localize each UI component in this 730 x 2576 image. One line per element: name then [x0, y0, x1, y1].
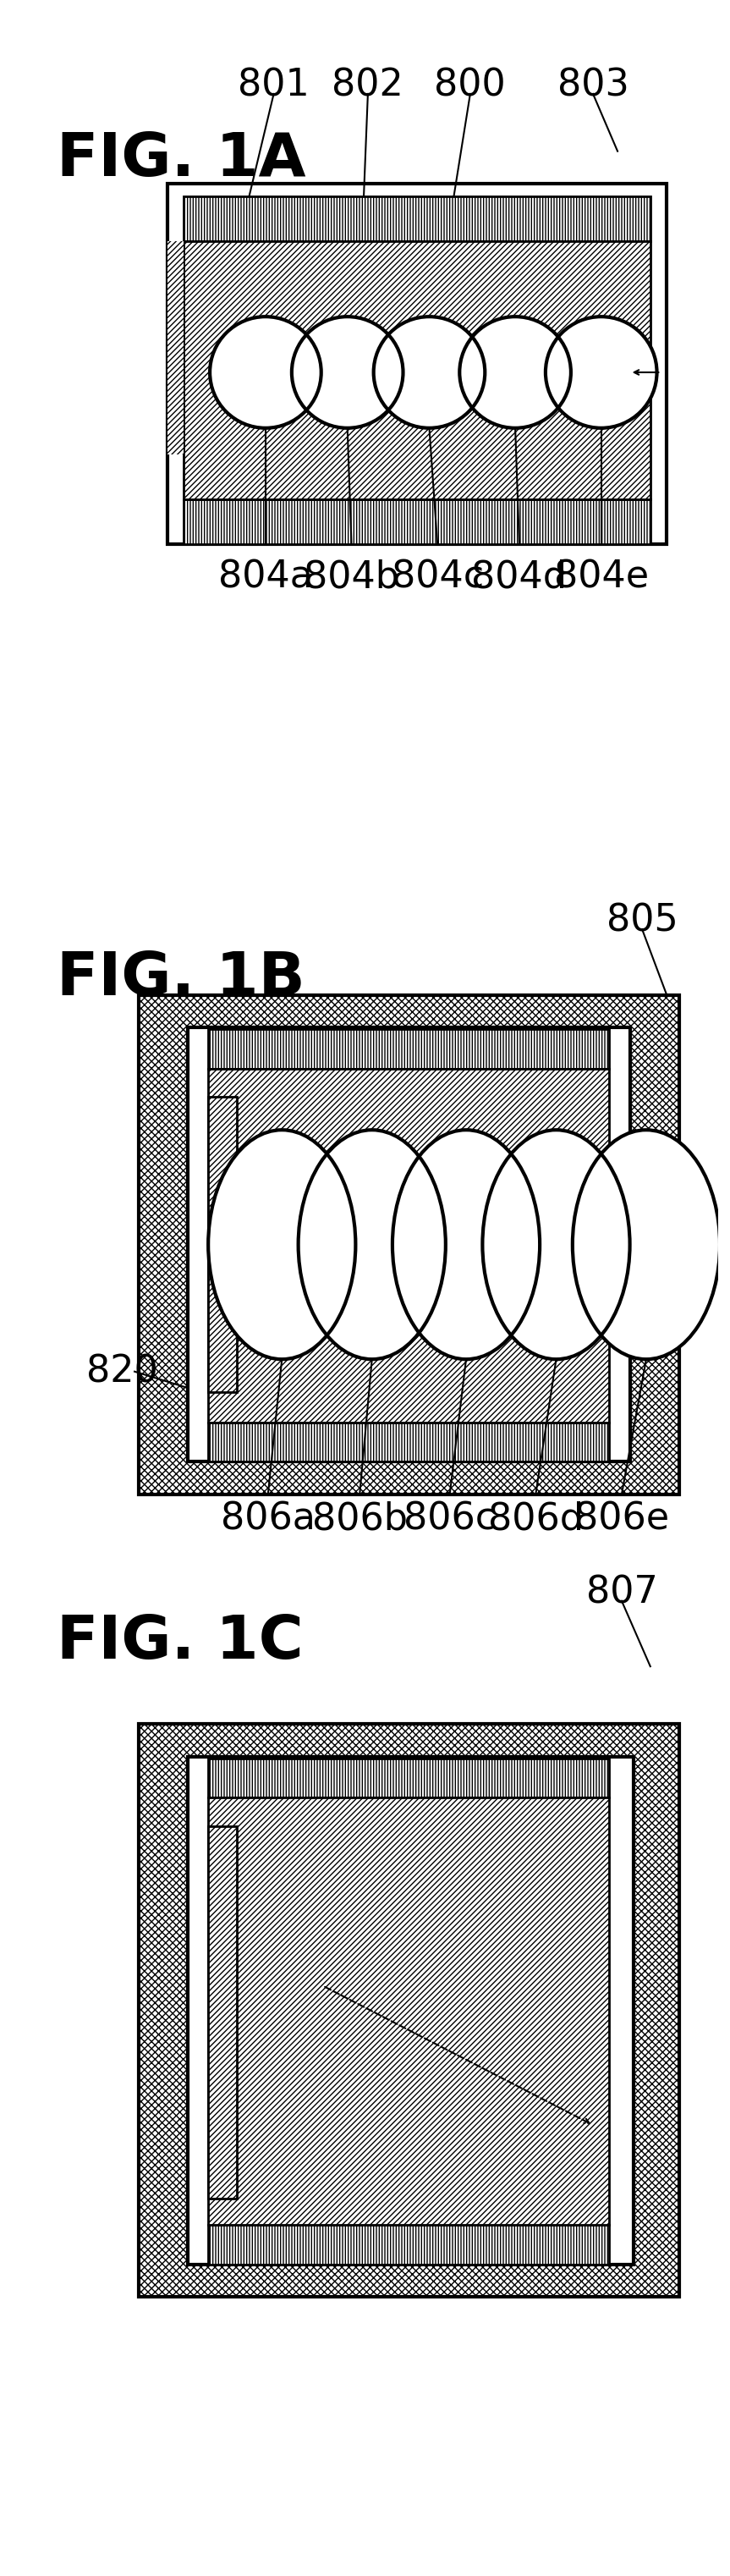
Bar	[208, 1422, 610, 1461]
Bar	[167, 183, 666, 544]
Text: 804a: 804a	[218, 559, 313, 595]
Text: 804b: 804b	[304, 559, 399, 595]
Text: 800: 800	[434, 67, 506, 103]
Text: FIG. 1C: FIG. 1C	[57, 1613, 304, 1672]
Bar	[184, 500, 650, 544]
Text: 806d: 806d	[488, 1502, 583, 1538]
Text: FIG. 1A: FIG. 1A	[57, 131, 306, 188]
Text: 803: 803	[557, 67, 629, 103]
Bar	[188, 1757, 634, 2264]
Bar	[208, 1798, 610, 2226]
Text: 804c: 804c	[391, 559, 484, 595]
Bar	[208, 1069, 610, 1422]
Text: 805: 805	[607, 902, 678, 940]
Bar	[139, 1723, 679, 2298]
Text: 806e: 806e	[575, 1502, 669, 1538]
Ellipse shape	[208, 1131, 356, 1360]
Bar	[139, 994, 679, 1494]
Text: 807: 807	[585, 1574, 658, 1610]
Ellipse shape	[393, 1131, 539, 1360]
Bar	[188, 1028, 630, 1461]
Bar	[184, 196, 650, 242]
Text: 820: 820	[86, 1352, 158, 1388]
Bar	[208, 1097, 237, 1391]
Circle shape	[210, 317, 321, 428]
Text: 806a: 806a	[220, 1502, 315, 1538]
Text: 806c: 806c	[404, 1502, 496, 1538]
Bar	[208, 2226, 610, 2264]
Text: 802: 802	[332, 67, 404, 103]
Ellipse shape	[572, 1131, 720, 1360]
Bar	[184, 242, 650, 500]
Text: 806b: 806b	[312, 1502, 407, 1538]
Text: 804e: 804e	[554, 559, 649, 595]
Bar	[208, 1757, 610, 1798]
Ellipse shape	[483, 1131, 630, 1360]
Text: 801: 801	[238, 67, 310, 103]
Circle shape	[374, 317, 485, 428]
Circle shape	[292, 317, 403, 428]
Bar	[167, 242, 184, 453]
Circle shape	[545, 317, 657, 428]
Bar	[167, 242, 184, 453]
Bar	[208, 1030, 610, 1069]
Ellipse shape	[299, 1131, 445, 1360]
Text: FIG. 1B: FIG. 1B	[57, 948, 305, 1007]
Circle shape	[460, 317, 571, 428]
Bar	[208, 1826, 237, 2200]
Text: 804d: 804d	[472, 559, 567, 595]
